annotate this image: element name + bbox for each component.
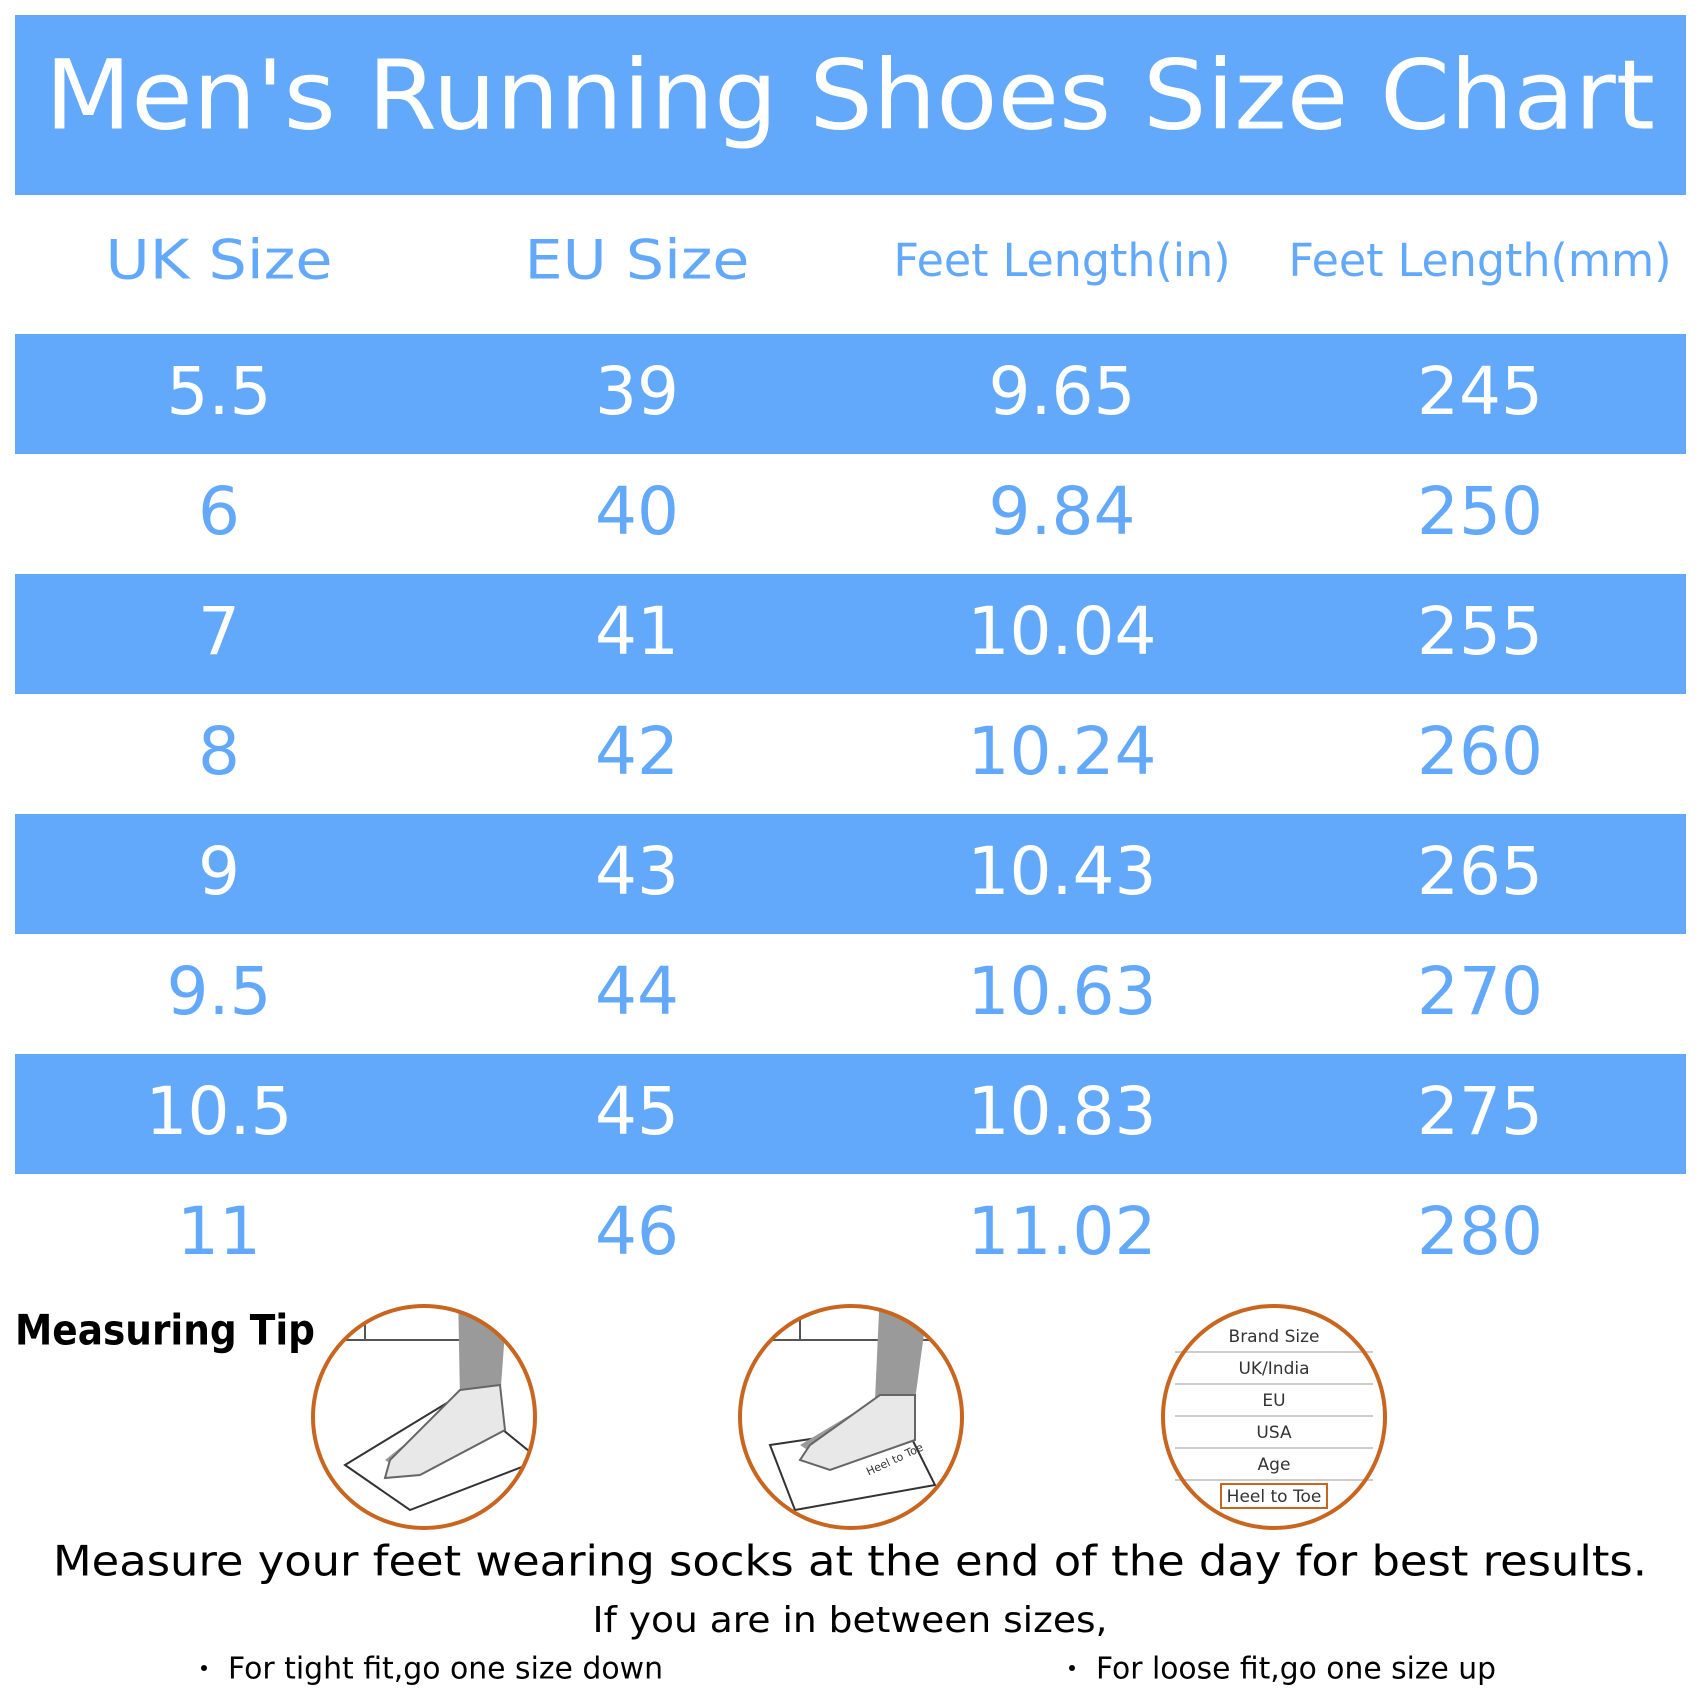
table-row: 5.5 39 9.65 245 [15, 334, 1686, 454]
card-item: Age [1258, 1455, 1291, 1475]
cell: 5.5 [167, 353, 272, 430]
illustration-size-card: Brand Size UK/India EU USA Age Heel to Toe [1161, 1304, 1387, 1530]
row-band [15, 334, 1686, 454]
circle-border [311, 1304, 537, 1530]
cell: 44 [595, 953, 679, 1030]
cell: 245 [1417, 353, 1543, 430]
table-row: 10.5 45 10.83 275 [15, 1054, 1686, 1174]
column-header: EU Size [525, 229, 750, 292]
leg [800, 1306, 930, 1455]
cell: 10.04 [968, 593, 1157, 670]
footer-between: If you are in between sizes, [593, 1600, 1108, 1641]
sock [798, 1394, 916, 1472]
table-row: 7 41 10.04 255 [15, 574, 1686, 694]
bullet [201, 1665, 207, 1671]
card-highlight [1220, 1483, 1328, 1509]
cell: 255 [1417, 593, 1543, 670]
cell: 6 [198, 473, 240, 550]
cell: 42 [595, 713, 679, 790]
table-row: 11 46 11.02 280 [177, 1193, 1543, 1270]
footer-tip: For tight fit,go one size down [228, 1652, 663, 1687]
footer-tip: For loose fit,go one size up [1096, 1652, 1496, 1687]
illustration-heel-to-toe: Heel to Toe [738, 1304, 964, 1530]
column-header: Feet Length(mm) [1289, 234, 1672, 287]
cell: 10.63 [968, 953, 1157, 1030]
table-row: 9.5 44 10.63 270 [167, 953, 1543, 1030]
title-band [15, 15, 1686, 195]
footer-note: Measure your feet wearing socks at the e… [53, 1537, 1647, 1586]
cell: 9 [198, 833, 240, 910]
cell: 10.24 [968, 713, 1157, 790]
cell: 39 [595, 353, 679, 430]
illustration-content: Heel to Toe [740, 1306, 960, 1512]
column-header: Feet Length(in) [894, 234, 1231, 287]
column-header: UK Size [106, 229, 333, 292]
cell: 7 [198, 593, 240, 670]
cell: 8 [198, 713, 240, 790]
row-band [15, 574, 1686, 694]
cell: 260 [1417, 713, 1543, 790]
cell: 11.02 [968, 1193, 1157, 1270]
cell: 43 [595, 833, 679, 910]
cell: 40 [595, 473, 679, 550]
card-item: Brand Size [1229, 1327, 1320, 1347]
table-row: 8 42 10.24 260 [198, 713, 1543, 790]
cell: 10.5 [146, 1073, 293, 1150]
cell: 46 [595, 1193, 679, 1270]
circle-border [738, 1304, 964, 1530]
illustration-feet-on-paper [311, 1304, 537, 1530]
cell: 265 [1417, 833, 1543, 910]
sock [383, 1383, 507, 1480]
cell: 41 [595, 593, 679, 670]
cell: 9.84 [989, 473, 1136, 550]
cell: 10.83 [968, 1073, 1157, 1150]
card-item: USA [1256, 1423, 1292, 1443]
cell: 275 [1417, 1073, 1543, 1150]
card-item: UK/India [1238, 1359, 1309, 1379]
table-row: 9 43 10.43 265 [15, 814, 1686, 934]
circle-border [1161, 1304, 1387, 1530]
card-item: EU [1262, 1391, 1285, 1411]
size-table: UK Size EU Size Feet Length(in) Feet Length… [15, 229, 1686, 1270]
bullet [1069, 1665, 1075, 1671]
cell: 270 [1417, 953, 1543, 1030]
cell: 11 [177, 1193, 261, 1270]
cell: 9.65 [989, 353, 1136, 430]
row-band [15, 814, 1686, 934]
table-row: 6 40 9.84 250 [198, 473, 1543, 550]
cell: 10.43 [968, 833, 1157, 910]
cell: 9.5 [167, 953, 272, 1030]
cell: 45 [595, 1073, 679, 1150]
measuring-tip-label: Measuring Tip [15, 1306, 315, 1355]
cell: 250 [1417, 473, 1543, 550]
title: Men's Running Shoes Size Chart [45, 39, 1655, 151]
leg [385, 1306, 508, 1470]
card-item: Heel to Toe [1227, 1487, 1322, 1507]
row-band [15, 1054, 1686, 1174]
cell: 280 [1417, 1193, 1543, 1270]
